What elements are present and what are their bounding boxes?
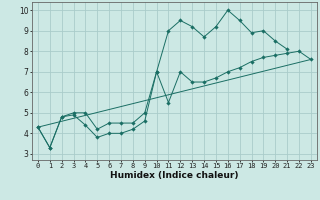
X-axis label: Humidex (Indice chaleur): Humidex (Indice chaleur) <box>110 171 239 180</box>
